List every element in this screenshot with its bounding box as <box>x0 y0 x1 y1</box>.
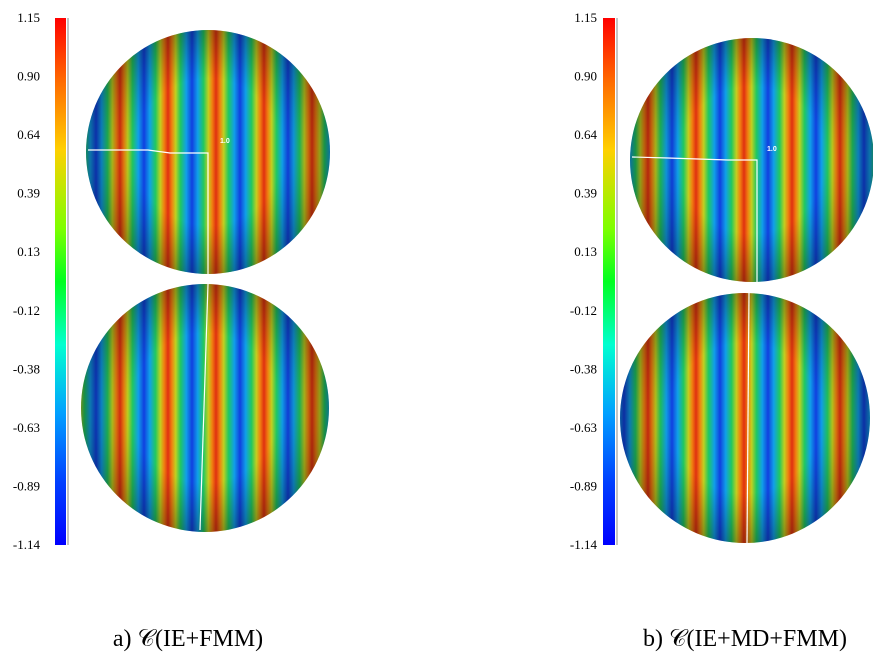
marker-label: 1.0 <box>220 138 230 145</box>
colorbar-label: 1.15 <box>574 10 597 25</box>
caption: a) 𝒞(IE+FMM) <box>113 626 263 652</box>
colorbar-label: -0.63 <box>570 420 597 435</box>
colorbar-label: -0.12 <box>13 303 40 318</box>
colorbar-label: -1.14 <box>13 537 41 552</box>
axis-line <box>746 291 750 544</box>
colorbar <box>55 18 66 545</box>
colorbar-label: -0.63 <box>13 420 40 435</box>
panel-b: 1.0 b) 𝒞(IE+MD+FMM) 1.15 0.90 0.64 0.39 0.13… <box>570 10 873 652</box>
colorbar-label: -0.89 <box>13 478 40 493</box>
colorbar-label: 0.90 <box>17 69 40 84</box>
sphere-shade <box>81 284 329 532</box>
marker-label: 1.0 <box>767 146 777 153</box>
colorbar-label: 0.64 <box>17 127 40 142</box>
colorbar-label: 0.39 <box>17 186 40 201</box>
panel-a: 1.0 a) 𝒞(IE+FMM) 1.15 0.90 0.64 0.39 0.13 -0.… <box>13 10 330 652</box>
caption: b) 𝒞(IE+MD+FMM) <box>643 626 847 652</box>
colorbar <box>603 18 615 545</box>
axis-line <box>631 156 758 283</box>
colorbar-label: 0.13 <box>574 244 597 259</box>
colorbar-label: -1.14 <box>570 537 598 552</box>
colorbar-label: 0.64 <box>574 127 597 142</box>
axis-line <box>88 149 209 275</box>
colorbar-label: 0.39 <box>574 186 597 201</box>
axis-line <box>199 283 209 531</box>
colorbar-label: 1.15 <box>17 10 40 25</box>
colorbar-label: -0.38 <box>570 361 597 376</box>
colorbar-label: -0.89 <box>570 478 597 493</box>
colorbar-label: -0.38 <box>13 361 40 376</box>
sphere-shade <box>86 30 330 274</box>
colorbar-label: 0.13 <box>17 244 40 259</box>
colorbar-label: -0.12 <box>570 303 597 318</box>
sphere-shade <box>620 293 870 543</box>
colorbar-label: 0.90 <box>574 69 597 84</box>
